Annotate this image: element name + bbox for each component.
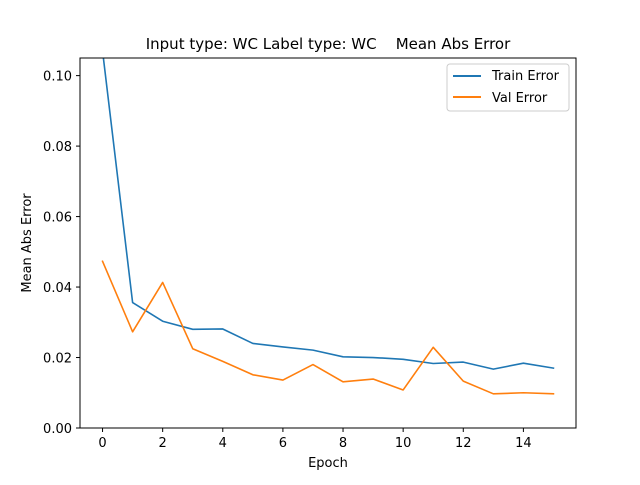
legend: Train Error Val Error [446,63,570,112]
series-line-train-error [102,58,555,370]
y-tick-label: 0.04 [43,281,72,296]
axes-frame [79,57,577,429]
y-tick-label: 0.08 [43,140,72,155]
y-tick-label: 0.10 [43,70,72,85]
y-tick-label: 0.00 [43,422,72,437]
y-tick-label: 0.02 [43,352,72,367]
series-line-val-error [101,260,555,395]
y-tick-label: 0.06 [43,211,72,226]
chart-title: Input type: WC Label type: WC Mean Abs E… [146,35,511,53]
x-tick-label: 14 [515,436,532,451]
series-layer [101,58,555,395]
y-axis-label: Mean Abs Error [20,193,35,293]
x-tick-label: 10 [395,436,412,451]
legend-label-val-error: Val Error [492,91,548,106]
x-tick-label: 8 [339,436,347,451]
x-tick-label: 4 [219,436,227,451]
x-tick-label: 2 [159,436,167,451]
plot-area [79,57,577,429]
x-tick-label: 0 [98,436,106,451]
y-axis: 0.00 0.02 0.04 0.06 0.08 0.10 [43,70,80,437]
x-axis: 0 2 4 6 8 10 12 14 [98,428,532,451]
legend-label-train-error: Train Error [491,69,560,84]
x-tick-label: 12 [455,436,472,451]
x-axis-label: Epoch [308,456,348,471]
x-tick-label: 6 [279,436,287,451]
